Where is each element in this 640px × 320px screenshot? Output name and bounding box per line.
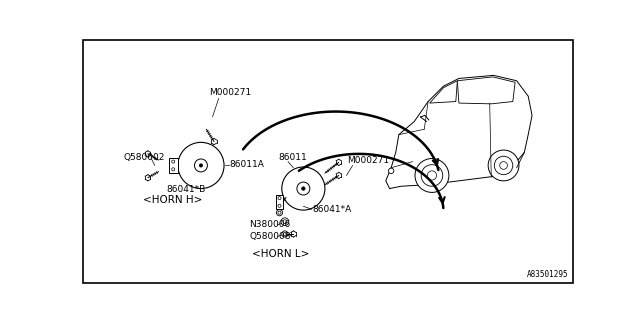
Circle shape: [283, 220, 287, 224]
Bar: [276, 195, 284, 209]
Circle shape: [172, 168, 175, 171]
Polygon shape: [458, 77, 515, 104]
Circle shape: [284, 232, 287, 236]
Text: Q580002: Q580002: [124, 153, 165, 162]
Text: N380006: N380006: [250, 220, 291, 229]
Circle shape: [278, 204, 281, 207]
Circle shape: [500, 162, 508, 169]
Circle shape: [276, 210, 283, 216]
Bar: [168, 158, 178, 173]
Text: Q580008: Q580008: [250, 232, 291, 241]
Circle shape: [428, 171, 436, 180]
Text: <HORN H>: <HORN H>: [143, 195, 202, 205]
Circle shape: [301, 187, 305, 190]
Circle shape: [281, 218, 289, 226]
Text: <HORN L>: <HORN L>: [252, 249, 309, 259]
Circle shape: [199, 164, 203, 167]
Circle shape: [488, 150, 519, 181]
Polygon shape: [429, 81, 458, 103]
Circle shape: [178, 142, 224, 188]
Circle shape: [278, 196, 281, 200]
Circle shape: [278, 211, 281, 214]
Text: 86011A: 86011A: [230, 160, 264, 169]
Text: M000271: M000271: [209, 88, 251, 97]
Circle shape: [172, 160, 175, 163]
Circle shape: [282, 231, 288, 237]
Circle shape: [415, 158, 449, 192]
Circle shape: [494, 156, 513, 175]
Text: A83501295: A83501295: [527, 270, 568, 279]
Circle shape: [388, 168, 394, 173]
Circle shape: [282, 167, 325, 210]
Text: M000271: M000271: [348, 156, 389, 164]
Circle shape: [195, 159, 207, 172]
Circle shape: [421, 165, 443, 186]
Text: 86041*B: 86041*B: [166, 185, 205, 194]
Text: 86011: 86011: [278, 153, 307, 162]
Text: 86041*A: 86041*A: [312, 205, 352, 214]
Circle shape: [297, 182, 310, 195]
